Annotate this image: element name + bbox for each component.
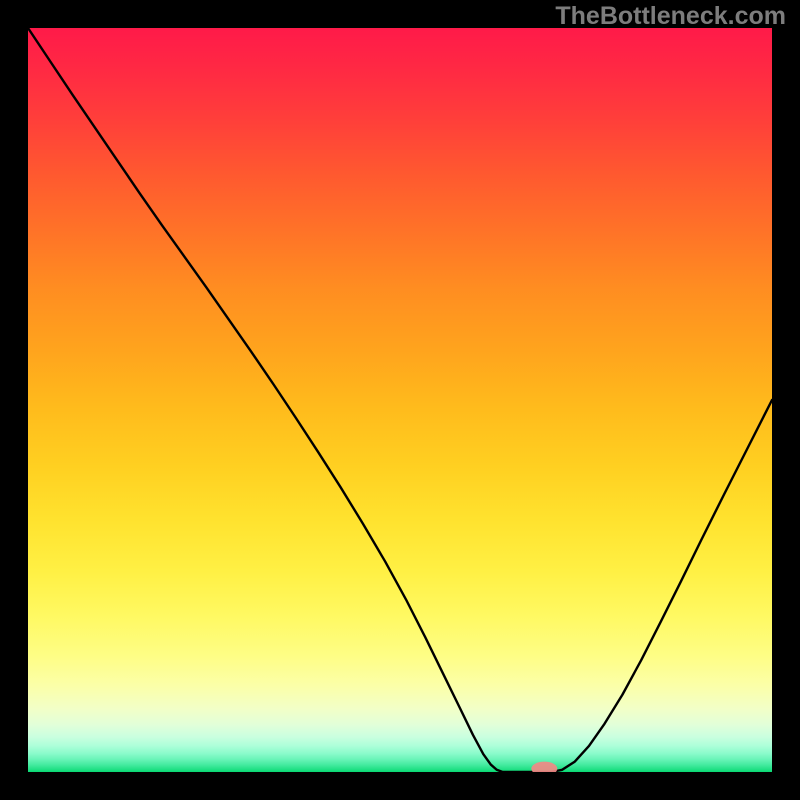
watermark-label: TheBottleneck.com bbox=[555, 2, 786, 31]
plot-area bbox=[28, 28, 772, 772]
chart-frame: TheBottleneck.com bbox=[0, 0, 800, 800]
bottleneck-curve-chart bbox=[28, 28, 772, 772]
gradient-background bbox=[28, 28, 772, 772]
